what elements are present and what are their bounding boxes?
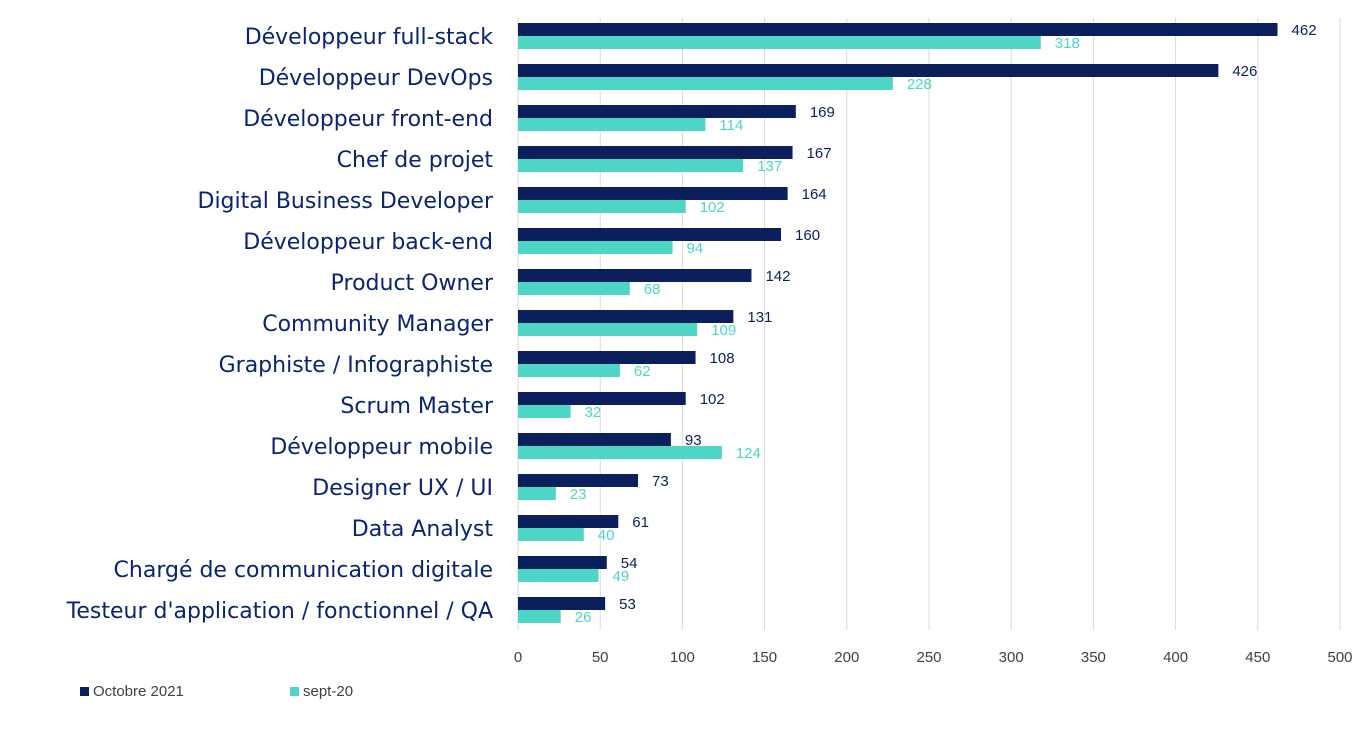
bar-octobre-2021 (518, 105, 796, 118)
x-tick-label: 50 (592, 649, 609, 666)
category-label: Data Analyst (352, 517, 494, 542)
x-tick-label: 500 (1327, 649, 1352, 666)
value-label: 32 (585, 404, 602, 421)
category-label: Digital Business Developer (198, 189, 494, 214)
bar-octobre-2021 (518, 64, 1219, 77)
bar-sept-20 (518, 569, 599, 582)
value-label: 26 (575, 609, 592, 626)
legend-swatch (290, 687, 299, 696)
value-label: 73 (652, 473, 669, 490)
value-label: 61 (632, 514, 649, 531)
bar-sept-20 (518, 487, 556, 500)
category-label: Développeur front-end (243, 107, 493, 132)
category-label: Développeur DevOps (259, 66, 493, 91)
category-label: Graphiste / Infographiste (219, 353, 493, 378)
value-label: 160 (795, 227, 820, 244)
value-labels: 462 318 426 228 169 114 167 137 164 102 160 94 142 68… (570, 22, 1317, 626)
value-label: 142 (765, 268, 790, 285)
bar-sept-20 (518, 118, 706, 131)
x-tick-label: 150 (752, 649, 777, 666)
bar-octobre-2021 (518, 228, 782, 241)
value-label: 114 (719, 117, 743, 134)
bar-octobre-2021 (518, 351, 696, 364)
value-label: 169 (810, 104, 835, 121)
bar-sept-20 (518, 282, 630, 295)
legend: Octobre 2021 sept-20 (80, 683, 353, 700)
category-label: Designer UX / UI (312, 476, 493, 501)
bar-sept-20 (518, 159, 744, 172)
bar-sept-20 (518, 200, 686, 213)
x-tick-label: 350 (1081, 649, 1106, 666)
bar-sept-20 (518, 364, 620, 377)
bar-sept-20 (518, 323, 698, 336)
value-label: 102 (700, 199, 725, 216)
x-tick-label: 400 (1163, 649, 1188, 666)
category-labels: Développeur full-stack Développeur DevOps… (66, 25, 494, 624)
bar-sept-20 (518, 36, 1041, 49)
bars (518, 23, 1278, 623)
value-label: 462 (1292, 22, 1317, 39)
bar-octobre-2021 (518, 269, 752, 282)
bar-octobre-2021 (518, 310, 734, 323)
legend-label: sept-20 (303, 683, 353, 700)
category-label: Développeur mobile (270, 435, 493, 460)
category-label: Chargé de communication digitale (114, 558, 493, 583)
x-tick-label: 300 (999, 649, 1024, 666)
value-label: 228 (907, 76, 932, 93)
category-label: Community Manager (262, 312, 494, 337)
value-label: 318 (1055, 35, 1080, 52)
bar-octobre-2021 (518, 433, 671, 446)
bar-octobre-2021 (518, 146, 793, 159)
value-label: 426 (1232, 63, 1257, 80)
category-label: Développeur back-end (243, 230, 493, 255)
value-label: 62 (634, 363, 651, 380)
value-label: 108 (710, 350, 735, 367)
bar-octobre-2021 (518, 23, 1278, 36)
legend-label: Octobre 2021 (93, 683, 184, 700)
bar-octobre-2021 (518, 474, 639, 487)
category-label: Testeur d'application / fonctionnel / QA (66, 599, 493, 624)
value-label: 23 (570, 486, 587, 503)
x-tick-label: 450 (1245, 649, 1270, 666)
value-label: 49 (613, 568, 630, 585)
bar-sept-20 (518, 405, 571, 418)
value-label: 109 (711, 322, 736, 339)
value-label: 40 (598, 527, 615, 544)
value-label: 53 (619, 596, 636, 613)
legend-swatch (80, 687, 89, 696)
value-label: 68 (644, 281, 661, 298)
bar-sept-20 (518, 528, 584, 541)
value-label: 94 (687, 240, 704, 257)
value-label: 164 (802, 186, 827, 203)
value-label: 131 (747, 309, 772, 326)
value-label: 167 (807, 145, 832, 162)
x-tick-label: 0 (514, 649, 522, 666)
bar-octobre-2021 (518, 392, 686, 405)
bar-octobre-2021 (518, 187, 788, 200)
x-tick-label: 200 (834, 649, 859, 666)
bar-sept-20 (518, 446, 722, 459)
category-label: Product Owner (331, 271, 494, 296)
value-label: 137 (757, 158, 782, 175)
x-tick-label: 250 (916, 649, 941, 666)
x-axis-tick-labels: 0 50 100 150 200 250 300 350 400 450 500 (514, 649, 1353, 666)
bar-octobre-2021 (518, 597, 606, 610)
bar-sept-20 (518, 610, 561, 623)
bar-sept-20 (518, 77, 893, 90)
bar-sept-20 (518, 241, 673, 254)
value-label: 124 (736, 445, 761, 462)
bar-octobre-2021 (518, 515, 619, 528)
category-label: Scrum Master (340, 394, 494, 419)
category-label: Développeur full-stack (245, 25, 494, 50)
category-label: Chef de projet (337, 148, 494, 173)
value-label: 93 (685, 432, 702, 449)
value-label: 102 (700, 391, 725, 408)
bar-octobre-2021 (518, 556, 607, 569)
value-label: 54 (621, 555, 638, 572)
x-tick-label: 100 (670, 649, 695, 666)
